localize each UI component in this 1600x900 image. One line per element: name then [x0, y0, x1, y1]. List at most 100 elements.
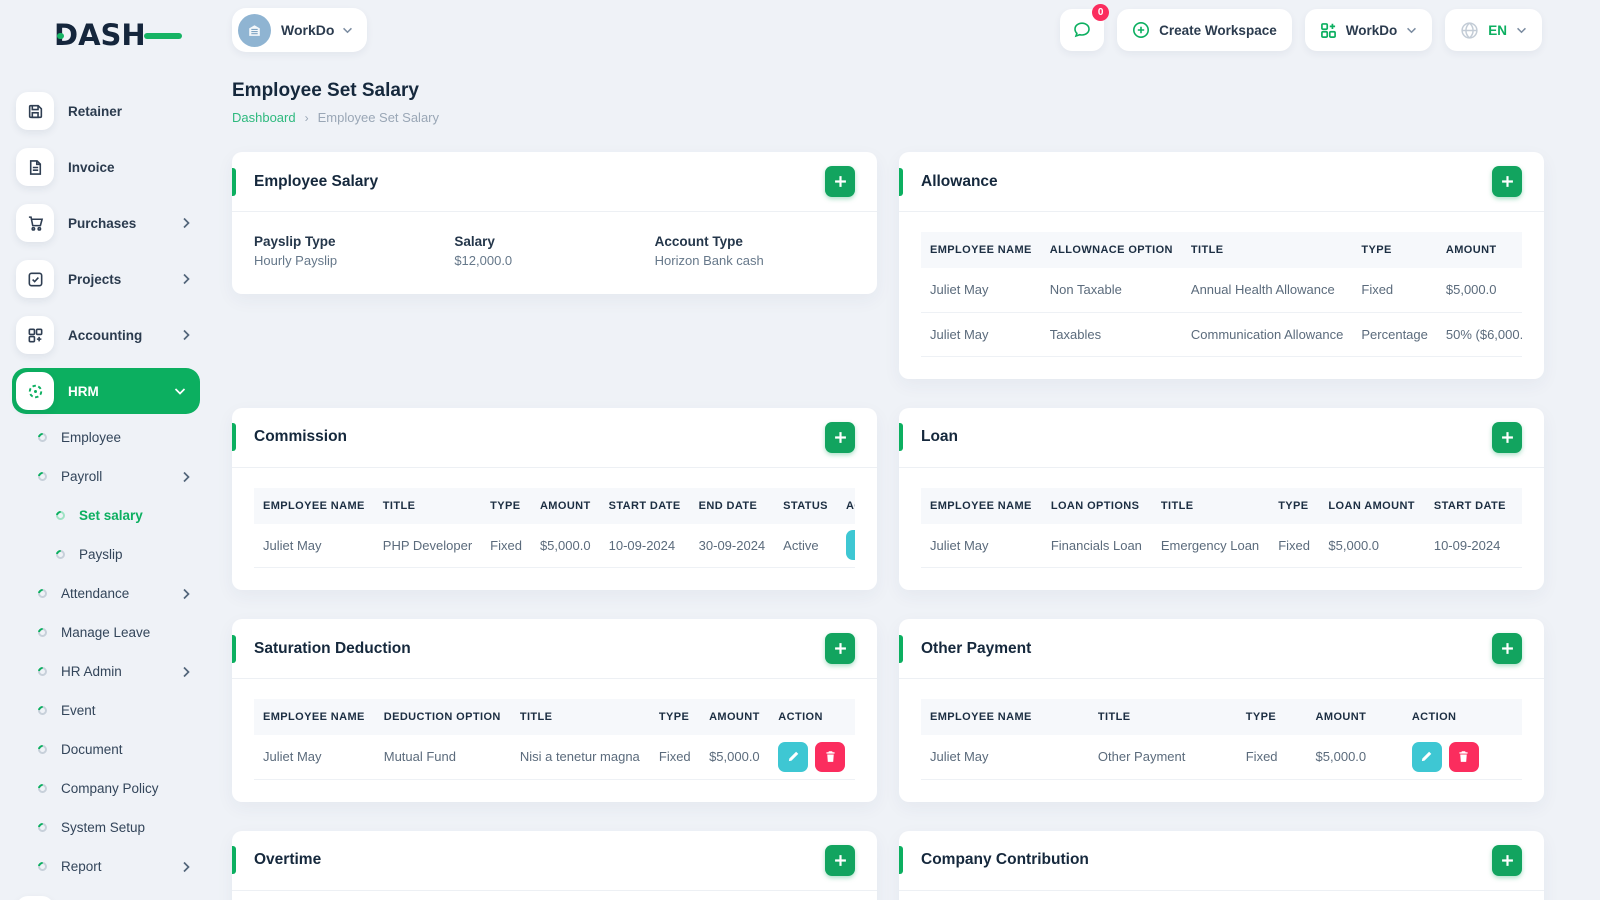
- column-header: TYPE: [481, 487, 531, 524]
- add-other-payment-button[interactable]: [1492, 633, 1522, 664]
- plus-icon: [834, 176, 846, 187]
- delete-button[interactable]: [815, 741, 846, 772]
- breadcrumb-current: Employee Set Salary: [317, 110, 440, 125]
- chevron-right-icon: [183, 329, 190, 341]
- sidebar-item-pos[interactable]: POS: [16, 892, 200, 900]
- sidebar-item-document[interactable]: Document: [16, 736, 200, 763]
- field-value: $12,000.0: [454, 253, 513, 268]
- column-header: ACTION: [1402, 699, 1522, 735]
- messages-button[interactable]: 0: [1060, 4, 1110, 51]
- edit-button[interactable]: [1411, 741, 1442, 772]
- add-allowance-button[interactable]: [1492, 166, 1522, 197]
- sidebar-item-label: Payroll: [61, 469, 103, 484]
- cell-type: Fixed: [1352, 268, 1437, 313]
- sidebar-item-system-setup[interactable]: System Setup: [16, 814, 200, 841]
- column-header: TYPE: [649, 699, 701, 735]
- sidebar-item-label: Set salary: [79, 508, 143, 523]
- save-icon: [16, 92, 54, 130]
- dash-logo[interactable]: DASH: [54, 18, 182, 52]
- sidebar-item-attendance[interactable]: Attendance: [16, 580, 200, 607]
- cell-type: Percentage: [1352, 312, 1437, 357]
- main-content: Employee Set Salary Dashboard › Employee…: [232, 80, 1544, 900]
- circle-bullet-icon: [36, 470, 49, 483]
- circle-bullet-icon: [36, 665, 49, 678]
- pencil-icon: [788, 751, 799, 762]
- plus-icon: [834, 431, 846, 443]
- sidebar-item-accounting[interactable]: Accounting: [16, 312, 200, 358]
- sidebar-item-employee[interactable]: Employee: [16, 424, 200, 451]
- column-header: EMPLOYEE NAME: [254, 487, 374, 524]
- add-overtime-button[interactable]: [825, 844, 855, 876]
- logo-dash-accent: [144, 33, 182, 39]
- column-header: EMPLOYEE NAME: [921, 232, 1041, 268]
- sidebar-item-retainer[interactable]: Retainer: [16, 88, 200, 134]
- grid-plus-icon: [16, 316, 54, 354]
- sidebar-item-set-salary[interactable]: Set salary: [16, 502, 200, 529]
- chevron-down-icon: [1407, 27, 1417, 33]
- sidebar-item-purchases[interactable]: Purchases: [16, 200, 200, 246]
- cell-type: Fixed: [1269, 523, 1320, 568]
- field-label: Payslip Type: [254, 234, 336, 249]
- add-loan-button[interactable]: [1492, 421, 1522, 453]
- circle-bullet-icon: [36, 782, 49, 795]
- breadcrumb-dashboard-link[interactable]: Dashboard: [232, 110, 296, 125]
- sidebar-item-report[interactable]: Report: [16, 853, 200, 880]
- globe-icon: [1461, 21, 1478, 39]
- chevron-right-icon: [183, 273, 190, 285]
- invoice-icon: [16, 148, 54, 186]
- language-label: EN: [1488, 22, 1507, 38]
- commission-card: Commission EMPLOYEE NAME TITLE TYPE AMOU…: [232, 407, 877, 590]
- column-header: DEDUCTION OPTION: [374, 699, 511, 735]
- sidebar-item-event[interactable]: Event: [16, 697, 200, 724]
- table-row: Juliet May Taxables Communication Allowa…: [921, 312, 1522, 357]
- cell-amount: $5,000.0: [700, 735, 770, 780]
- plus-icon: [1501, 854, 1513, 866]
- language-selector[interactable]: EN: [1445, 9, 1542, 51]
- sidebar-item-payslip[interactable]: Payslip: [16, 541, 200, 568]
- sidebar-item-invoice[interactable]: Invoice: [16, 144, 200, 190]
- sidebar-item-label: Payslip: [79, 547, 123, 562]
- card-header: Commission: [232, 408, 877, 468]
- column-header: TYPE: [1352, 232, 1437, 268]
- trash-icon: [1459, 751, 1468, 763]
- add-employee-salary-button[interactable]: [825, 166, 855, 197]
- card-title: Other Payment: [921, 639, 1032, 657]
- plus-icon: [834, 854, 846, 866]
- cell-title: PHP Developer: [373, 523, 482, 568]
- plus-icon: [1501, 176, 1513, 187]
- add-commission-button[interactable]: [825, 421, 855, 453]
- edit-button[interactable]: [845, 530, 855, 561]
- workspace-menu-button[interactable]: WorkDo: [1304, 9, 1433, 51]
- cart-icon: [16, 204, 54, 242]
- cell-title: Other Payment: [1088, 735, 1237, 780]
- chevron-down-icon: [174, 388, 186, 395]
- add-saturation-deduction-button[interactable]: [825, 633, 855, 664]
- card-title: Loan: [921, 428, 959, 445]
- sidebar-item-hr-admin[interactable]: HR Admin: [16, 658, 200, 685]
- sidebar-item-label: HR Admin: [61, 664, 122, 679]
- breadcrumb: Dashboard › Employee Set Salary: [232, 110, 1544, 125]
- sidebar-item-projects[interactable]: Projects: [16, 256, 200, 302]
- card-header: Loan: [899, 408, 1544, 468]
- field-value: Hourly Payslip: [254, 253, 338, 268]
- sidebar-item-payroll[interactable]: Payroll: [16, 463, 200, 490]
- workspace-switcher[interactable]: WorkDo: [232, 8, 368, 52]
- sidebar-item-label: Event: [61, 703, 96, 718]
- circle-bullet-icon: [36, 821, 49, 834]
- sidebar-item-manage-leave[interactable]: Manage Leave: [16, 619, 200, 646]
- column-header: START DATE: [1424, 487, 1516, 524]
- delete-button[interactable]: [1448, 741, 1479, 772]
- chat-icon: [1074, 22, 1090, 38]
- hrm-focus-icon: [16, 372, 54, 410]
- create-workspace-button[interactable]: Create Workspace: [1117, 9, 1292, 51]
- add-company-contribution-button[interactable]: [1492, 844, 1522, 876]
- sidebar-item-hrm[interactable]: HRM: [12, 368, 200, 414]
- cell-allowance-option: Taxables: [1040, 312, 1182, 357]
- sidebar-item-label: HRM: [68, 383, 99, 399]
- cell-title: Communication Allowance: [1181, 312, 1353, 357]
- topbar: WorkDo 0 Create Workspace WorkDo EN: [232, 4, 1542, 52]
- trash-icon: [826, 751, 835, 763]
- sidebar-item-company-policy[interactable]: Company Policy: [16, 775, 200, 802]
- edit-button[interactable]: [778, 741, 809, 772]
- sidebar-item-label: Company Policy: [61, 781, 159, 796]
